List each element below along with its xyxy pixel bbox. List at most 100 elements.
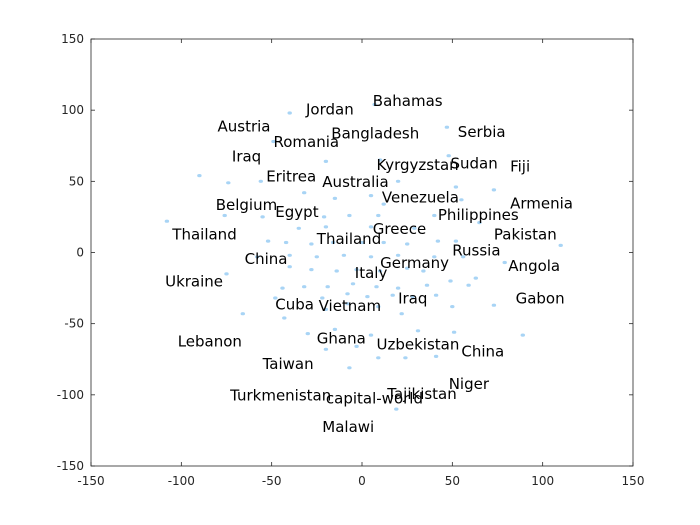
data-point [433, 354, 439, 358]
data-point [450, 305, 455, 309]
data-point [477, 221, 482, 225]
data-point [410, 295, 415, 299]
data-point [453, 239, 459, 243]
point-label: Cuba [275, 295, 314, 313]
data-point [280, 286, 285, 290]
point-label: Iraq [398, 290, 427, 308]
point-label: Niger [449, 375, 490, 393]
data-point [283, 240, 289, 245]
data-point [164, 219, 170, 223]
data-point [395, 179, 401, 183]
data-point [273, 296, 278, 300]
point-label: Armenia [510, 194, 573, 212]
data-point [320, 296, 325, 300]
point-label: Sudan [451, 155, 498, 173]
data-point [395, 286, 401, 290]
data-point [473, 276, 478, 280]
data-point [448, 279, 453, 283]
data-point [302, 191, 307, 195]
data-point [240, 312, 245, 316]
point-labels: Bahamas Jordan Austria Bangladesh Serbia Roma… [165, 92, 573, 436]
data-point [453, 185, 459, 189]
point-label: Taiwan [262, 355, 314, 373]
data-point [287, 265, 292, 269]
y-tick-label: 50 [69, 174, 84, 188]
data-point [354, 344, 359, 348]
x-tick-label: -50 [262, 474, 282, 488]
data-point [368, 255, 374, 259]
point-label: Russia [452, 241, 500, 259]
data-point [376, 305, 381, 309]
point-label: Kyrgyzstan [377, 156, 459, 174]
data-point [323, 225, 329, 229]
point-label: Vietnam [319, 297, 382, 315]
data-point [305, 332, 310, 336]
point-label: China [461, 342, 504, 360]
data-point [376, 356, 381, 360]
data-point [412, 226, 417, 230]
data-point [365, 295, 370, 299]
point-label: Italy [355, 264, 388, 282]
data-point [399, 312, 404, 316]
data-point [376, 213, 381, 218]
point-label: Tajikistan [386, 385, 456, 403]
point-label: Greece [373, 220, 426, 238]
data-point [332, 196, 338, 200]
data-point [435, 239, 441, 243]
y-tick-label: -50 [64, 317, 84, 331]
data-point [302, 285, 307, 289]
y-tick-label: 0 [76, 246, 84, 260]
data-point [296, 226, 301, 230]
y-tick-label: -100 [57, 388, 84, 402]
data-point [271, 139, 276, 144]
data-point [446, 154, 451, 158]
data-point [314, 255, 319, 259]
data-point [282, 316, 287, 320]
x-tick-label: 100 [531, 474, 554, 488]
data-point [405, 266, 410, 270]
point-label: Ukraine [165, 273, 223, 291]
data-point [325, 285, 330, 289]
y-tick-label: 150 [61, 32, 84, 46]
point-label: Austria [218, 118, 271, 136]
x-tick-label: -150 [77, 474, 104, 488]
data-point [421, 269, 426, 273]
data-point [359, 240, 365, 245]
axis-ticks: -150 -100 -50 0 50 100 150 -150 -100 -50 0 50 100 150 [57, 32, 645, 488]
point-label: capital-world [326, 389, 423, 407]
data-point [466, 283, 471, 287]
data-point [354, 268, 359, 272]
data-point [330, 240, 336, 245]
point-label: Bangladesh [331, 125, 419, 143]
data-point [432, 255, 437, 259]
data-point [403, 356, 408, 360]
data-point [558, 243, 563, 247]
point-label: Bahamas [373, 92, 443, 110]
data-point [381, 240, 386, 245]
point-label: Lebanon [178, 332, 242, 350]
point-label: Thailand [171, 226, 236, 244]
data-point [323, 307, 329, 311]
point-label: Pakistan [494, 226, 557, 244]
data-point [287, 111, 292, 115]
data-point [347, 213, 352, 218]
data-point [341, 253, 347, 257]
data-point [461, 255, 466, 259]
data-point [444, 125, 450, 129]
data-point [415, 329, 421, 333]
point-label: Australia [322, 173, 388, 191]
data-point [255, 255, 260, 259]
point-label: Jordan [305, 100, 354, 118]
data-point [377, 269, 383, 273]
data-point [350, 282, 356, 286]
data-point [394, 407, 399, 411]
data-point [368, 194, 374, 198]
data-point [332, 327, 338, 331]
point-label: Turkmenistan [229, 387, 331, 405]
data-point [347, 366, 352, 370]
x-tick-label: -100 [168, 474, 195, 488]
data-point [372, 102, 377, 107]
data-point [345, 302, 350, 306]
data-point [258, 179, 263, 183]
